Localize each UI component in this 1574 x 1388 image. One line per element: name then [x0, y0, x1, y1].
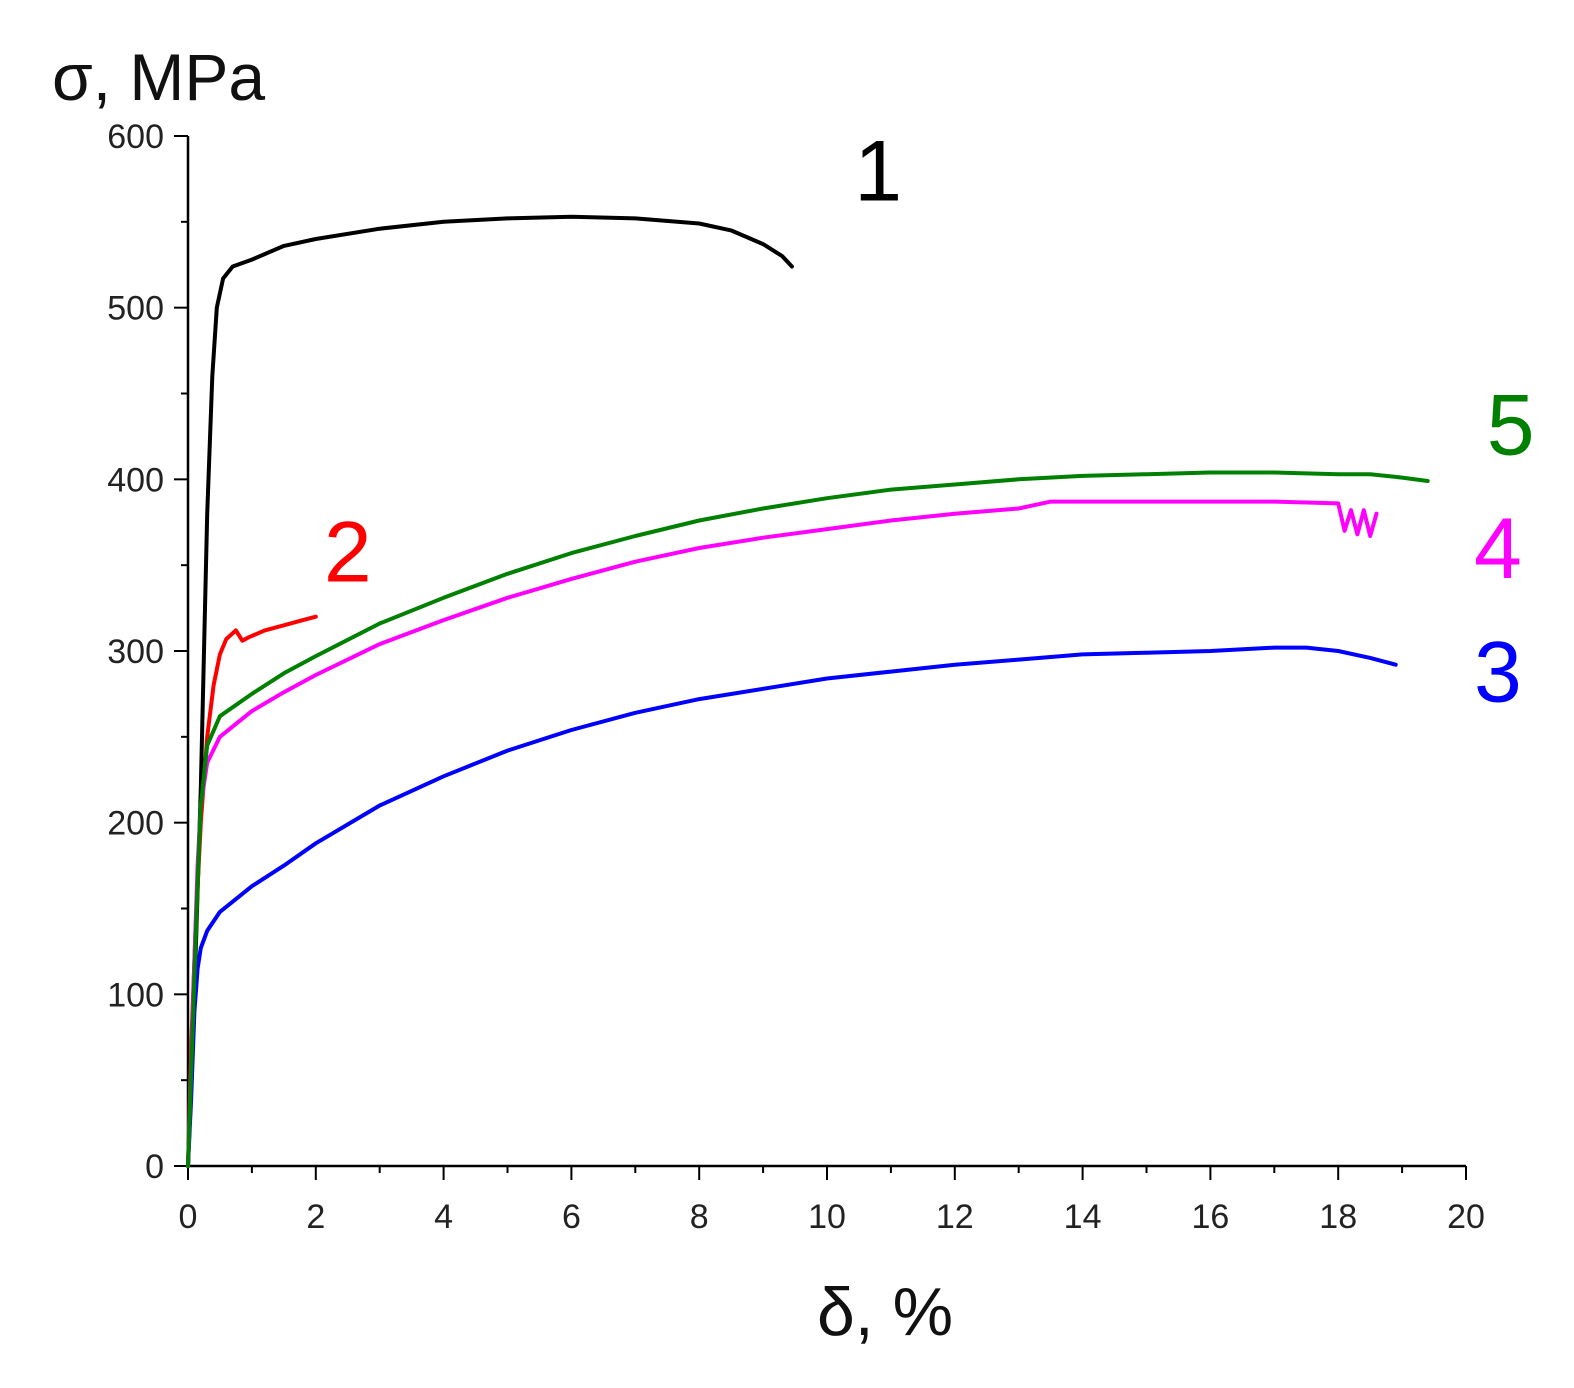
curve-4	[186, 499, 1379, 1168]
curve-3	[186, 645, 1398, 1168]
curve-label-2: 2	[324, 504, 372, 600]
x-tick-label: 10	[808, 1198, 846, 1236]
x-tick-label: 4	[434, 1198, 453, 1236]
curve-label-1: 1	[854, 123, 902, 219]
y-tick-label: 600	[107, 118, 164, 156]
x-tick-label: 20	[1447, 1198, 1485, 1236]
x-tick-label: 2	[306, 1198, 325, 1236]
x-tick-label: 16	[1191, 1198, 1229, 1236]
x-tick-label: 6	[562, 1198, 581, 1236]
y-tick-label: 0	[145, 1148, 164, 1186]
x-tick-label: 8	[690, 1198, 709, 1236]
curve-label-5: 5	[1487, 377, 1535, 473]
y-axis-title: σ, MPa	[52, 40, 265, 114]
x-tick-label: 14	[1064, 1198, 1102, 1236]
x-tick-label: 12	[936, 1198, 974, 1236]
x-axis-title: δ, %	[817, 1274, 953, 1350]
curve-5	[186, 470, 1430, 1168]
y-tick-label: 400	[107, 461, 164, 499]
curve-1	[186, 214, 794, 1168]
plot-curves	[186, 214, 1430, 1168]
y-tick-label: 300	[107, 633, 164, 671]
curve-labels: 1 2 3 4 5	[324, 123, 1535, 720]
curve-label-4: 4	[1474, 501, 1522, 597]
y-tick-label: 200	[107, 805, 164, 843]
y-tick-label: 500	[107, 290, 164, 328]
x-tick-label: 18	[1319, 1198, 1357, 1236]
curve-2	[186, 614, 318, 1168]
curve-label-3: 3	[1474, 625, 1522, 721]
y-tick-label: 100	[107, 976, 164, 1014]
x-tick-label: 0	[179, 1198, 198, 1236]
